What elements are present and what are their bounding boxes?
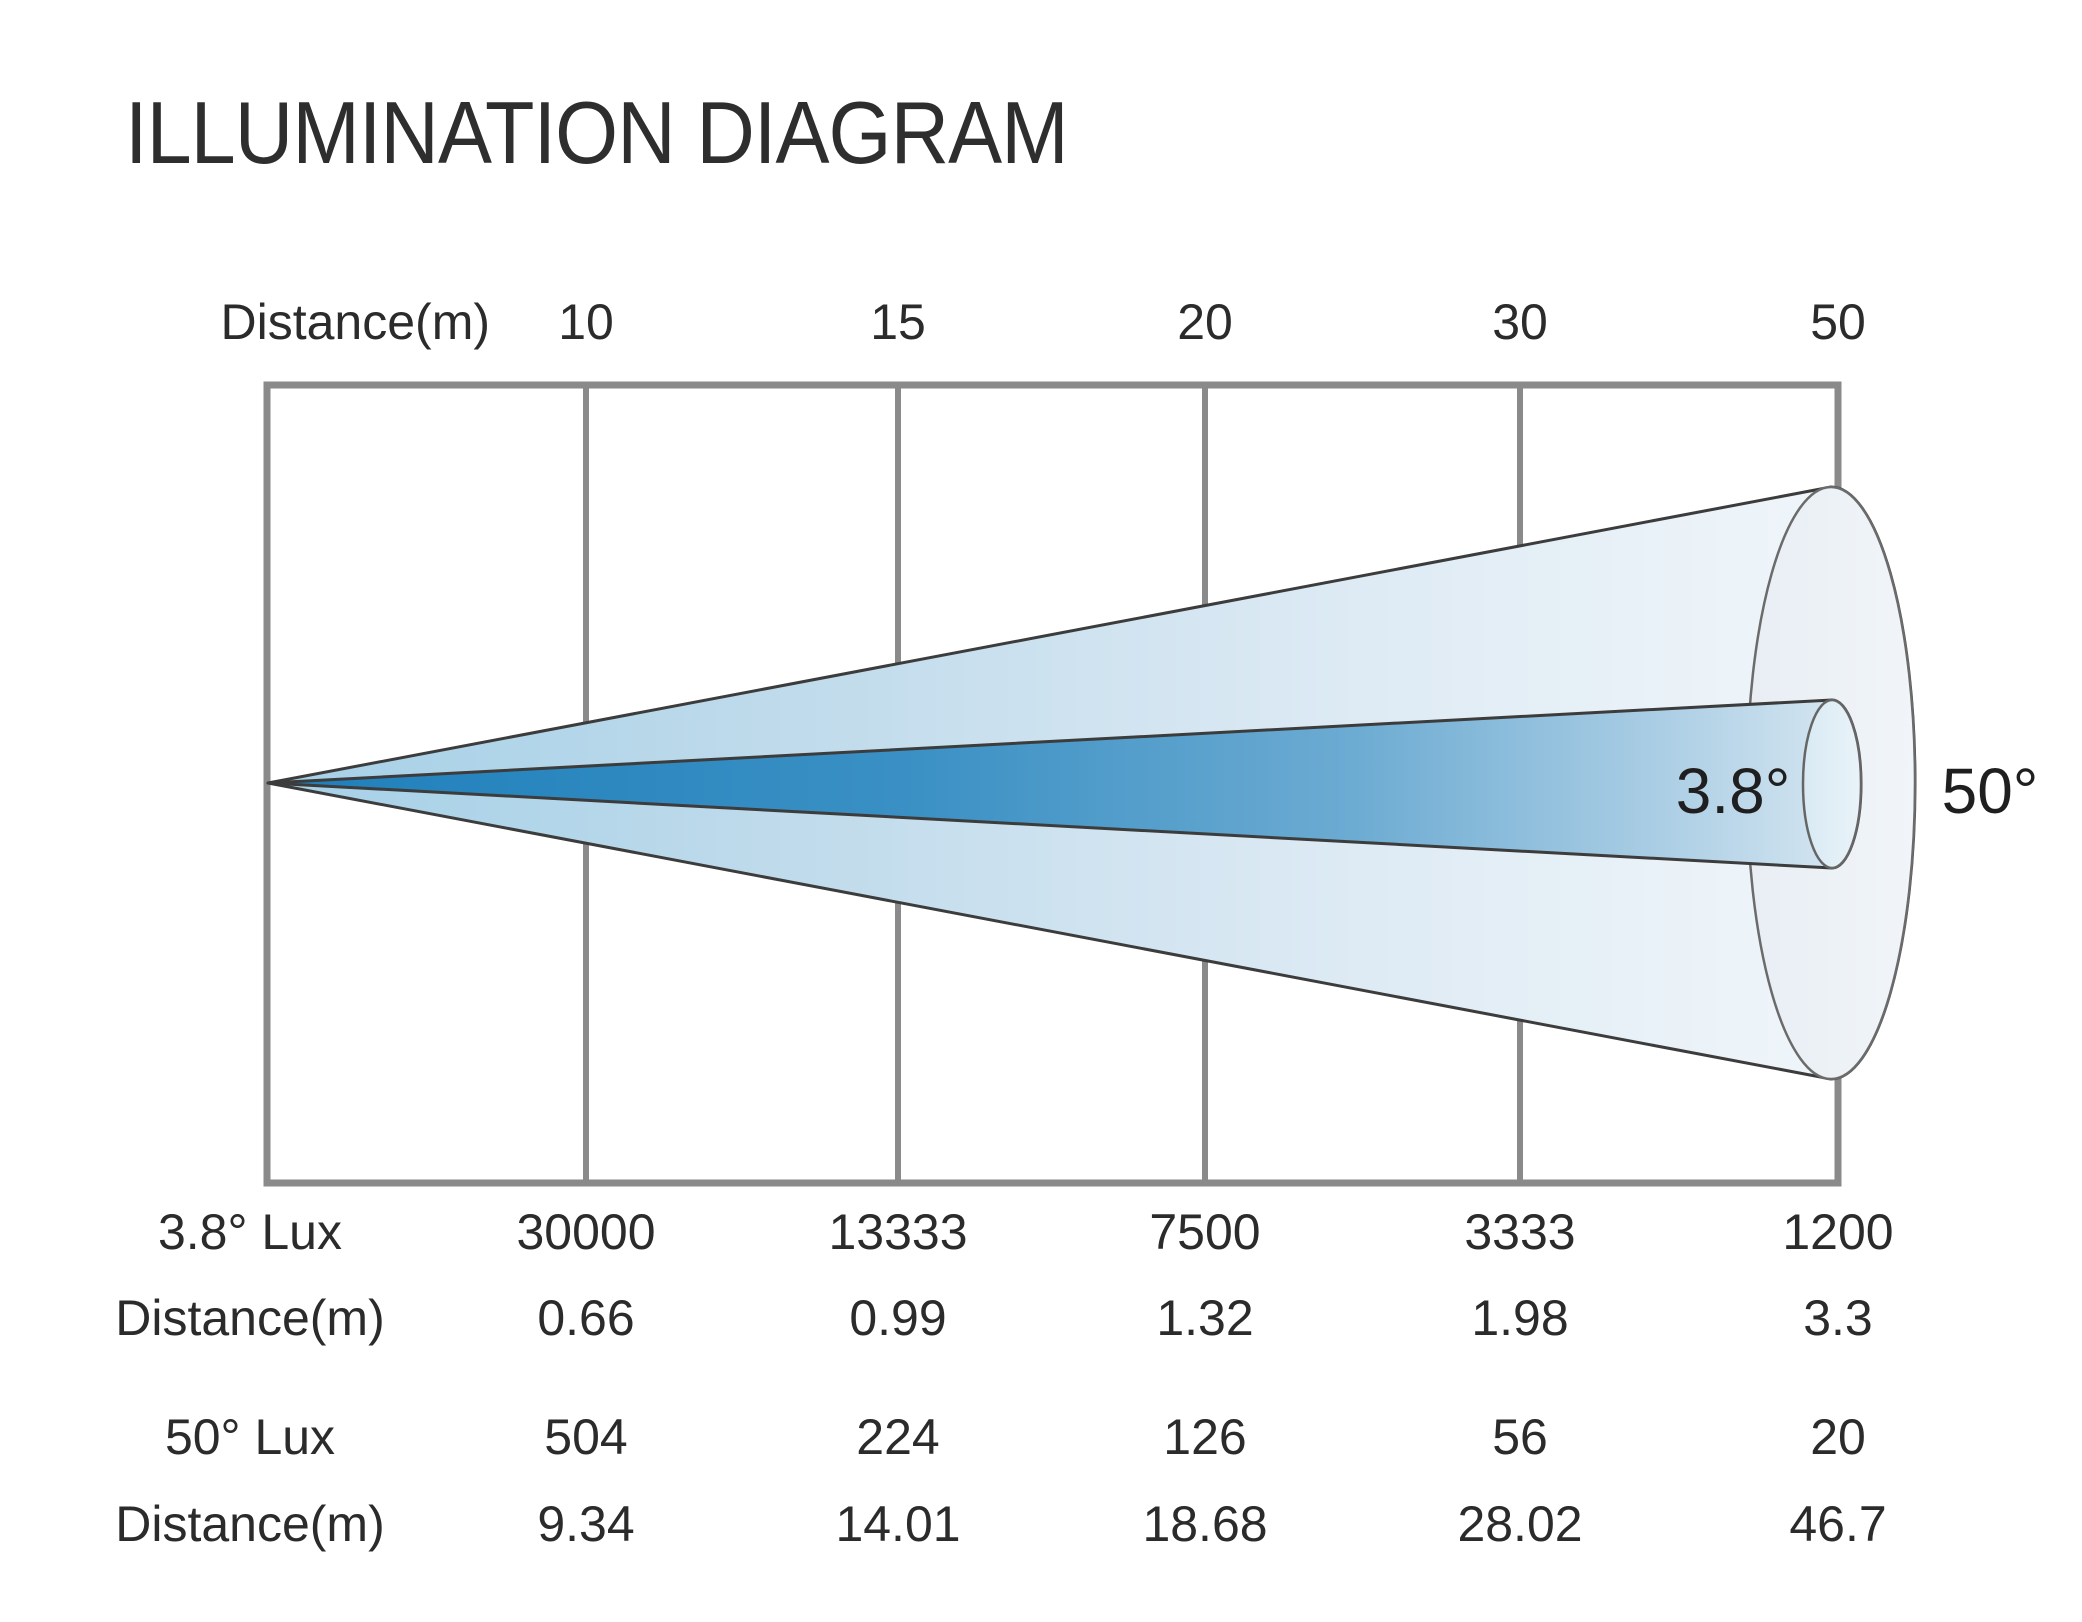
table-value: 1200 (1782, 1204, 1894, 1260)
distance-tick: 30 (1492, 294, 1548, 350)
table-value: 0.99 (849, 1290, 947, 1346)
table-value: 224 (856, 1409, 940, 1465)
table-value: 1.98 (1471, 1290, 1569, 1346)
narrow-beam-end-ellipse (1801, 698, 1863, 870)
table-value: 3.3 (1803, 1290, 1873, 1346)
distance-tick: 50 (1810, 294, 1866, 350)
table-value: 1.32 (1156, 1290, 1254, 1346)
table-value: 20 (1810, 1409, 1866, 1465)
table-value: 126 (1163, 1409, 1247, 1465)
table-value: 3333 (1464, 1204, 1576, 1260)
row-label-narrow-diameter: Distance(m) (115, 1290, 385, 1346)
table-value: 0.66 (537, 1290, 635, 1346)
page-title: ILLUMINATION DIAGRAM (125, 83, 1069, 182)
table-value: 30000 (516, 1204, 656, 1260)
table-value: 13333 (828, 1204, 968, 1260)
table-value: 14.01 (835, 1496, 961, 1552)
table-value: 18.68 (1142, 1496, 1268, 1552)
row-label-wide-diameter: Distance(m) (115, 1496, 385, 1552)
row-label-wide-lux: 50° Lux (164, 1409, 336, 1465)
distance-tick: 15 (870, 294, 926, 350)
wide-beam-angle-label: 50° (1941, 755, 2039, 827)
table-value: 9.34 (537, 1496, 635, 1552)
table-value: 504 (544, 1409, 628, 1465)
table-value: 46.7 (1789, 1496, 1887, 1552)
table-value: 7500 (1149, 1204, 1261, 1260)
table-value: 28.02 (1457, 1496, 1583, 1552)
distance-tick: 20 (1177, 294, 1233, 350)
row-label-narrow-lux: 3.8° Lux (157, 1204, 342, 1260)
table-value: 56 (1492, 1409, 1548, 1465)
distance-tick: 10 (558, 294, 614, 350)
narrow-beam-angle-label: 3.8° (1675, 755, 1791, 827)
distance-header-label: Distance(m) (220, 294, 490, 350)
